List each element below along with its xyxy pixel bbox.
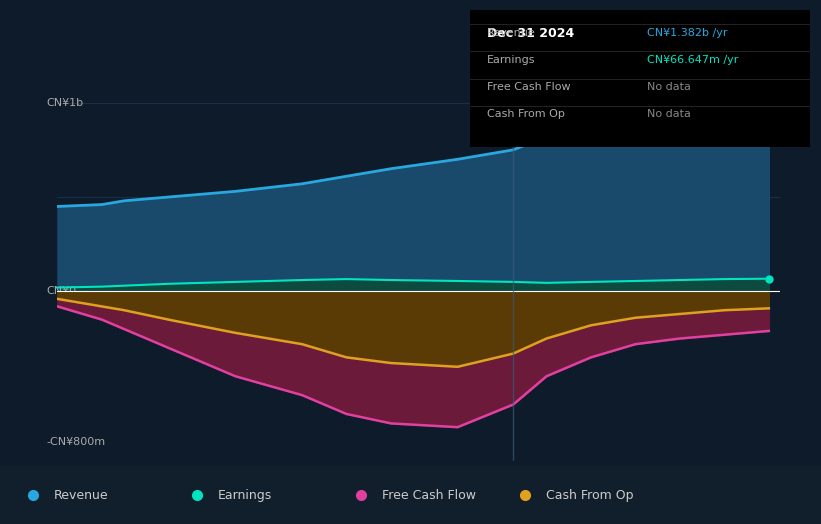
Text: No data: No data bbox=[647, 82, 690, 92]
Text: No data: No data bbox=[647, 110, 690, 119]
Text: Revenue: Revenue bbox=[53, 489, 108, 501]
Text: Dec 31 2024: Dec 31 2024 bbox=[487, 27, 574, 40]
Text: CN¥0: CN¥0 bbox=[46, 286, 76, 297]
Text: CN¥1.382b /yr: CN¥1.382b /yr bbox=[647, 28, 727, 38]
Text: Earnings: Earnings bbox=[487, 55, 535, 65]
Text: -CN¥800m: -CN¥800m bbox=[46, 437, 105, 447]
Text: Past: Past bbox=[754, 103, 777, 113]
Text: CN¥1b: CN¥1b bbox=[46, 97, 84, 108]
Text: Cash From Op: Cash From Op bbox=[546, 489, 634, 501]
Text: Earnings: Earnings bbox=[218, 489, 272, 501]
Text: CN¥66.647m /yr: CN¥66.647m /yr bbox=[647, 55, 738, 65]
Text: Cash From Op: Cash From Op bbox=[487, 110, 565, 119]
Text: Free Cash Flow: Free Cash Flow bbox=[382, 489, 475, 501]
Text: Free Cash Flow: Free Cash Flow bbox=[487, 82, 571, 92]
Text: Revenue: Revenue bbox=[487, 28, 535, 38]
